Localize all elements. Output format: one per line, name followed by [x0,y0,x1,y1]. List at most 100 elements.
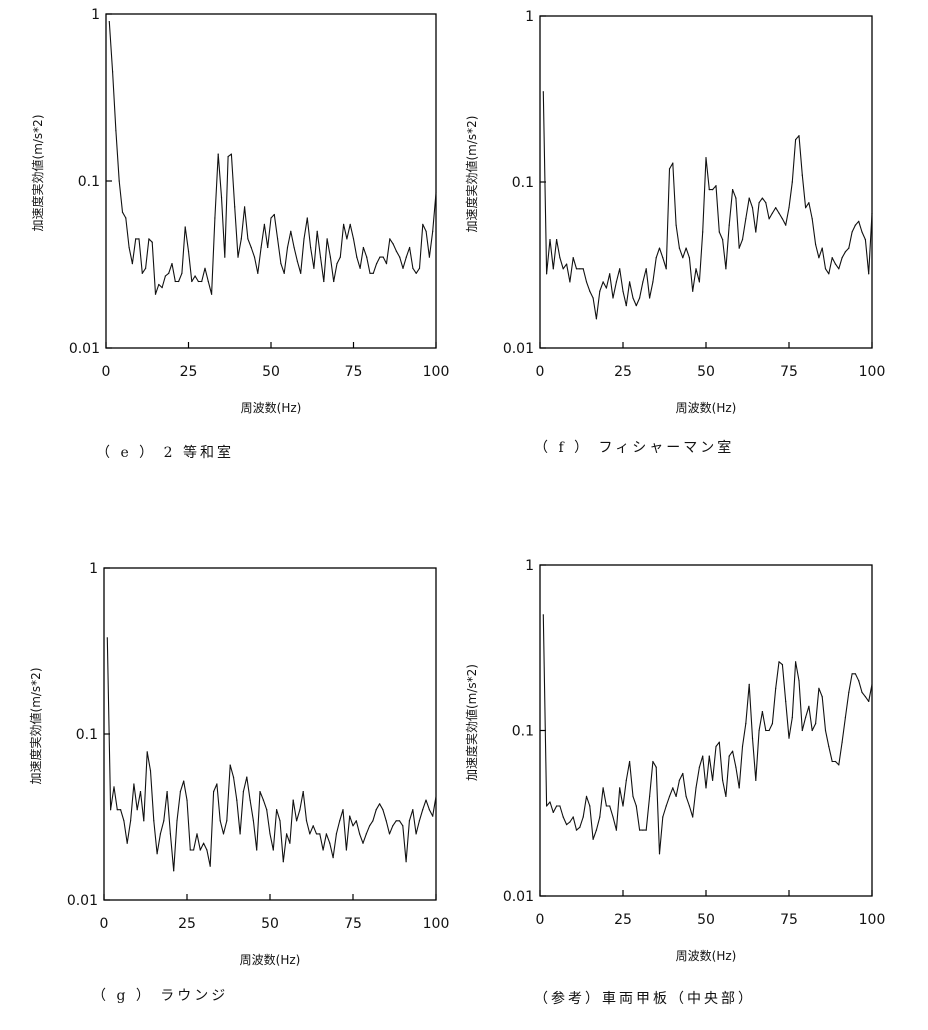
data-point [282,861,284,863]
data-point [108,21,110,23]
data-point [698,766,701,768]
data-point [148,238,150,240]
data-point [672,162,674,164]
data-point [675,224,677,226]
data-point [712,779,714,781]
data-point [811,729,813,732]
data-point [572,816,574,818]
data-point [352,238,355,240]
chart-panel-2: 0.01 0.1 1 0 25 50 75 100 周波数(Hz) 加速度実効値(m/s*2) （ … [28,561,449,1004]
data-point [113,786,115,788]
data-point [552,268,554,270]
data-point [176,820,178,822]
data-point [738,247,740,249]
plot-frame [539,15,873,349]
data-point [824,268,827,270]
data-point [154,293,157,295]
data-point [645,829,647,831]
data-point [375,809,377,811]
data-point [834,760,837,763]
data-point [675,795,677,798]
data-point [174,280,176,283]
data-point [313,267,315,269]
y-tick-label: 0.01 [503,341,534,357]
data-point [546,805,548,807]
data-point [788,207,790,209]
data-point [771,212,774,214]
data-point [824,729,827,732]
chart-caption: （ g ） ラウンジ [92,988,228,1004]
data-point [139,791,142,793]
data-point [405,256,407,258]
data-point [146,751,148,753]
data-point [415,272,417,274]
data-point [249,799,251,801]
data-point [342,809,344,811]
data-point [196,833,198,835]
data-point [315,833,318,835]
data-point [668,795,671,798]
data-point [345,849,347,851]
data-point [333,280,335,283]
data-point [682,772,684,775]
data-point [279,820,281,822]
data-point [179,791,181,793]
data-point [678,779,681,781]
data-point [579,268,581,270]
data-point [349,815,351,817]
data-point [164,275,166,277]
data-point [725,268,727,270]
data-point [732,189,734,191]
data-point [349,223,351,225]
data-point [569,821,571,823]
data-point [260,246,262,249]
data-point [771,723,774,725]
data-point [791,181,793,183]
data-point [795,661,797,663]
data-point [226,820,228,822]
data-point [125,217,127,219]
data-point [372,820,374,822]
data-point [253,256,256,258]
data-point [183,780,185,782]
data-point [239,833,241,835]
data-point [589,290,591,292]
data-point [325,833,327,835]
data-point [542,91,544,93]
data-point [153,820,155,822]
data-point [599,816,601,818]
data-point [379,256,381,258]
data-point [362,842,364,844]
data-point [299,809,301,811]
data-point [405,861,407,863]
data-point [575,829,578,831]
data-point [229,764,231,766]
data-point [189,849,191,851]
data-point [267,246,269,249]
y-tick-label: 1 [91,7,100,23]
y-axis-label: 加速度実効値(m/s*2) [464,116,479,233]
data-point [112,71,114,73]
data-point [296,820,298,822]
data-point [818,257,820,259]
data-point [844,251,847,253]
data-point [552,811,554,814]
data-point [582,816,584,818]
data-point [672,787,674,789]
data-point [698,281,701,283]
data-point [355,820,357,822]
data-point [369,825,371,827]
series-line-0 [542,614,873,855]
data-point [619,787,621,789]
data-point [605,805,608,807]
data-point [240,238,242,240]
data-point [542,614,544,616]
data-point [123,820,125,822]
data-point [585,795,588,798]
data-point [615,281,618,283]
data-point [246,776,248,778]
y-tick-label: 0.01 [69,341,100,357]
data-point [227,156,229,158]
data-point [247,238,249,240]
data-point [359,267,361,269]
